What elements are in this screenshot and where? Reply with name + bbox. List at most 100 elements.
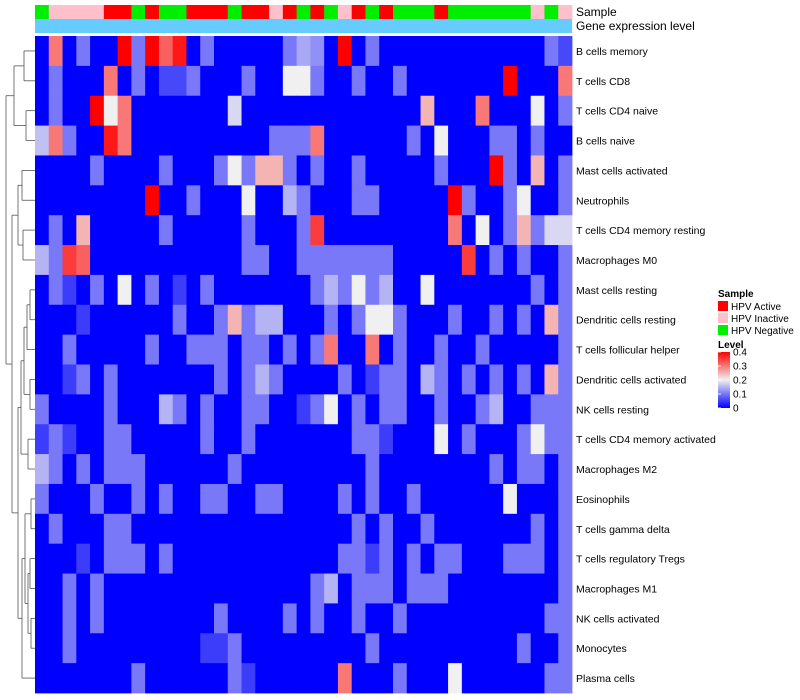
heatmap-cell: [103, 394, 119, 425]
level-legend-tick-label: 0: [733, 404, 739, 415]
heatmap-cell: [200, 543, 215, 574]
heatmap-cell: [434, 663, 449, 694]
heatmap-cell: [241, 125, 256, 156]
heatmap-cell: [393, 185, 408, 216]
heatmap-cell: [544, 543, 559, 574]
heatmap-cell: [310, 663, 325, 694]
heatmap-cell: [448, 245, 463, 276]
heatmap-cell: [461, 125, 477, 156]
sample-annotation-cell: [310, 5, 325, 19]
heatmap-cell: [76, 633, 91, 664]
heatmap-cell: [544, 245, 559, 276]
heatmap-cell: [503, 304, 518, 336]
heatmap-cell: [489, 95, 504, 126]
heatmap-cell: [365, 185, 380, 216]
heatmap-cell: [103, 364, 119, 395]
heatmap-cell: [503, 424, 518, 455]
heatmap-cell: [489, 603, 504, 634]
heatmap-cell: [62, 215, 77, 246]
heatmap-cell: [117, 424, 132, 455]
heatmap-cell: [76, 573, 91, 604]
heatmap-cell: [282, 513, 298, 545]
heatmap-cell: [158, 573, 174, 604]
heatmap-cell: [530, 215, 545, 246]
heatmap-cell: [241, 543, 256, 574]
heatmap-cell: [255, 65, 270, 97]
heatmap-cell: [62, 573, 77, 604]
sample-annotation-cell: [379, 5, 394, 19]
heatmap-cell: [241, 185, 256, 216]
heatmap-cell: [131, 334, 146, 365]
heatmap-cell: [406, 95, 421, 126]
heatmap-cell: [48, 633, 63, 664]
heatmap-cell: [269, 633, 284, 664]
heatmap-cell: [145, 663, 160, 694]
heatmap-cell: [489, 394, 504, 425]
heatmap-cell: [406, 125, 421, 156]
heatmap-cell: [172, 543, 187, 574]
heatmap-cell: [296, 274, 311, 306]
heatmap-cell: [158, 454, 174, 485]
heatmap-cell: [503, 245, 518, 276]
heatmap-cell: [503, 364, 518, 395]
heatmap-cell: [379, 633, 394, 664]
heatmap-cell: [351, 95, 366, 126]
heatmap-cell: [282, 454, 298, 485]
heatmap-cell: [269, 215, 284, 246]
heatmap-cell: [296, 334, 311, 365]
heatmap-cell: [324, 155, 339, 186]
heatmap-cell: [76, 95, 91, 126]
heatmap-cell: [35, 663, 50, 694]
heatmap-cell: [365, 155, 380, 186]
heatmap-cell: [461, 36, 477, 67]
heatmap-cell: [282, 245, 298, 276]
heatmap-cell: [186, 543, 201, 574]
heatmap-cell: [227, 633, 242, 664]
heatmap-cell: [489, 543, 504, 574]
heatmap-cell: [393, 603, 408, 634]
heatmap-cell: [530, 394, 545, 425]
heatmap-cell: [365, 36, 380, 67]
heatmap-cell: [503, 334, 518, 365]
heatmap-cell: [310, 573, 325, 604]
heatmap-cell: [337, 603, 353, 634]
heatmap-cell: [90, 364, 105, 395]
heatmap-cell: [90, 633, 105, 664]
heatmap-cell: [448, 95, 463, 126]
heatmap-cell: [310, 304, 325, 336]
heatmap-cell: [90, 36, 105, 67]
heatmap-cell: [145, 633, 160, 664]
heatmap-cell: [158, 663, 174, 694]
heatmap-cell: [379, 125, 394, 156]
heatmap-cell: [406, 36, 421, 67]
heatmap-cell: [558, 573, 573, 604]
heatmap-cell: [503, 663, 518, 694]
heatmap-cell: [420, 483, 435, 515]
heatmap-cell: [103, 304, 119, 336]
heatmap-cell: [269, 125, 284, 156]
heatmap-cell: [475, 543, 490, 574]
sample-legend-swatch: [718, 313, 728, 323]
heatmap-cell: [337, 125, 353, 156]
heatmap-cell: [448, 663, 463, 694]
heatmap-cell: [448, 215, 463, 246]
heatmap-cell: [255, 36, 270, 67]
heatmap-cell: [103, 274, 119, 306]
heatmap-cell: [530, 36, 545, 67]
heatmap-cell: [351, 633, 366, 664]
heatmap-cell: [310, 543, 325, 574]
heatmap-cell: [365, 274, 380, 306]
heatmap-cell: [544, 274, 559, 306]
sample-annotation-cell: [558, 5, 573, 19]
heatmap-cell: [255, 573, 270, 604]
heatmap-cell: [117, 364, 132, 395]
heatmap-cell: [117, 394, 132, 425]
row-label: T cells regulatory Tregs: [576, 554, 685, 566]
heatmap-cell: [200, 394, 215, 425]
heatmap-cell: [282, 334, 298, 365]
heatmap-cell: [117, 95, 132, 126]
heatmap-cell: [103, 334, 119, 365]
heatmap-cell: [145, 274, 160, 306]
heatmap-cell: [379, 424, 394, 455]
heatmap-cell: [324, 65, 339, 97]
